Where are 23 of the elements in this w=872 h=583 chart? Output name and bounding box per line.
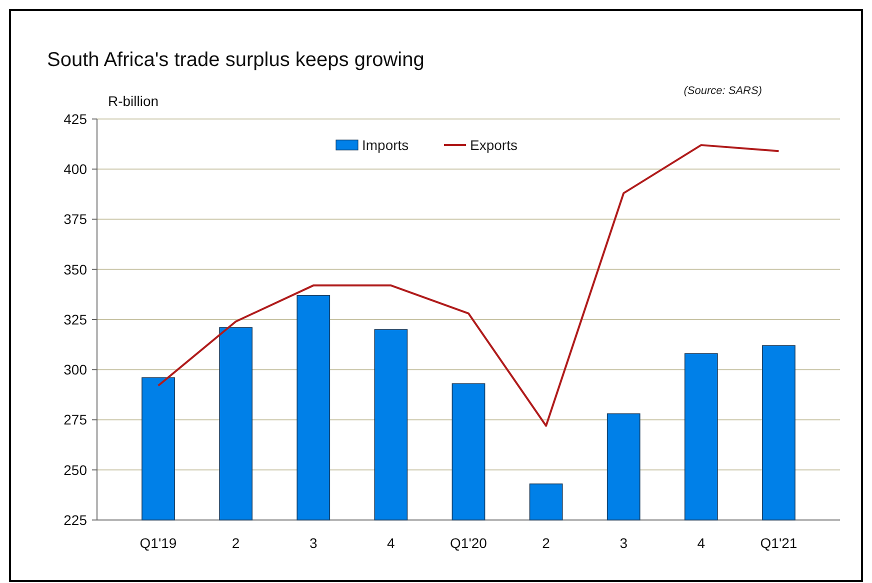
y-axis-title: R-billion	[108, 93, 159, 109]
chart-title: South Africa's trade surplus keeps growing	[47, 49, 424, 71]
y-tick-label: 350	[64, 261, 88, 278]
y-tick-label: 275	[64, 412, 88, 428]
x-tick-label: 4	[387, 535, 396, 551]
legend-label: Exports	[470, 136, 518, 153]
x-tick-label: Q1'21	[760, 535, 798, 551]
y-tick-label: 425	[64, 110, 88, 127]
y-tick-label: 375	[64, 211, 88, 228]
legend-label: Imports	[362, 136, 409, 153]
x-tick-label: 3	[309, 535, 318, 551]
x-tick-label: Q1'19	[140, 535, 177, 551]
x-tick-label: 2	[542, 535, 550, 551]
y-tick-label: 250	[64, 462, 88, 478]
y-tick-label: 300	[64, 362, 88, 378]
x-tick-label: 2	[232, 535, 240, 551]
x-tick-label: Q1'20	[450, 535, 488, 551]
x-tick-label: 3	[620, 535, 628, 551]
y-tick-label: 325	[64, 311, 88, 328]
text: (Source: SARS)	[684, 85, 762, 97]
x-tick-label: 4	[697, 535, 706, 551]
y-tick-label: 400	[64, 161, 88, 178]
y-tick-label: 225	[64, 512, 88, 528]
